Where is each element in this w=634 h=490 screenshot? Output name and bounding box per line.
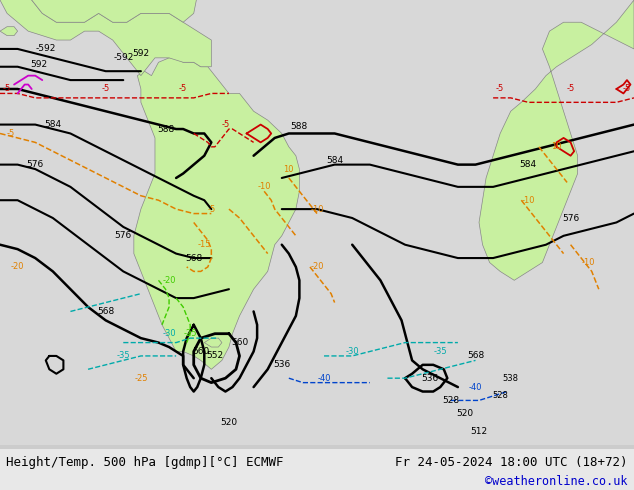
Text: -35: -35 xyxy=(117,351,130,361)
Text: -25: -25 xyxy=(134,374,148,383)
Polygon shape xyxy=(134,58,299,369)
Text: 588: 588 xyxy=(291,122,308,131)
Text: -5: -5 xyxy=(207,205,216,214)
Text: 592: 592 xyxy=(30,60,48,69)
Text: -15: -15 xyxy=(198,240,211,249)
Text: -5: -5 xyxy=(623,84,631,94)
Text: -10: -10 xyxy=(522,196,535,205)
Text: 10: 10 xyxy=(283,165,294,173)
Text: 568: 568 xyxy=(97,307,114,316)
Polygon shape xyxy=(0,0,197,22)
Polygon shape xyxy=(0,26,18,36)
Text: -592: -592 xyxy=(36,45,56,53)
Text: 568: 568 xyxy=(467,351,484,361)
Text: 520: 520 xyxy=(221,418,238,427)
Bar xyxy=(0,445,634,448)
Text: -40: -40 xyxy=(469,383,482,392)
Text: -20: -20 xyxy=(310,263,324,271)
Text: 536: 536 xyxy=(421,374,438,383)
Text: Fr 24-05-2024 18:00 UTC (18+72): Fr 24-05-2024 18:00 UTC (18+72) xyxy=(395,456,628,468)
Text: 10: 10 xyxy=(551,142,562,151)
Text: -10: -10 xyxy=(310,205,324,214)
Text: 552: 552 xyxy=(206,351,223,361)
Text: 576: 576 xyxy=(562,214,579,222)
Text: 576: 576 xyxy=(27,160,44,169)
Text: 584: 584 xyxy=(520,160,537,169)
Text: -35: -35 xyxy=(434,347,447,356)
Text: 512: 512 xyxy=(470,427,488,436)
Text: -10: -10 xyxy=(257,182,271,192)
Text: 576: 576 xyxy=(115,231,132,240)
Text: -5: -5 xyxy=(6,129,15,138)
Text: 560: 560 xyxy=(231,338,248,347)
Text: ©weatheronline.co.uk: ©weatheronline.co.uk xyxy=(485,475,628,489)
Text: -20: -20 xyxy=(11,263,24,271)
Text: 520: 520 xyxy=(456,409,474,418)
Text: 568: 568 xyxy=(185,253,202,263)
Text: 538: 538 xyxy=(503,374,519,383)
Text: 588: 588 xyxy=(157,124,174,134)
Text: Height/Temp. 500 hPa [gdmp][°C] ECMWF: Height/Temp. 500 hPa [gdmp][°C] ECMWF xyxy=(6,456,284,468)
Text: -10: -10 xyxy=(581,258,595,267)
Text: -5: -5 xyxy=(496,84,504,94)
Text: 560: 560 xyxy=(192,347,209,356)
Text: -5: -5 xyxy=(179,84,187,94)
Text: 592: 592 xyxy=(133,49,150,58)
Text: 584: 584 xyxy=(326,156,343,165)
Text: -5: -5 xyxy=(221,120,230,129)
Polygon shape xyxy=(0,0,211,75)
Polygon shape xyxy=(204,338,222,347)
Text: -592: -592 xyxy=(113,53,134,62)
Text: -40: -40 xyxy=(317,374,331,383)
Text: -30: -30 xyxy=(162,329,176,338)
Text: -20: -20 xyxy=(162,276,176,285)
Text: -30: -30 xyxy=(346,347,359,356)
Text: -5: -5 xyxy=(101,84,110,94)
Text: -25: -25 xyxy=(183,329,197,338)
Text: 536: 536 xyxy=(273,360,290,369)
Text: -5: -5 xyxy=(566,84,575,94)
Polygon shape xyxy=(479,0,634,280)
Text: 528: 528 xyxy=(443,396,460,405)
Text: 528: 528 xyxy=(492,392,508,400)
Text: 584: 584 xyxy=(44,120,61,129)
Text: -5: -5 xyxy=(3,84,11,94)
